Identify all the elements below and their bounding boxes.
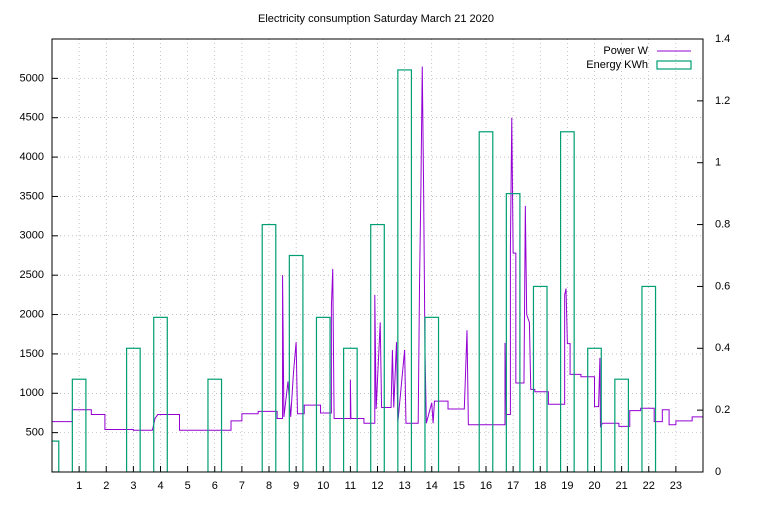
y-tick-label: 2000 xyxy=(20,308,44,320)
x-tick-label: 22 xyxy=(643,480,655,492)
y-tick-label: 3500 xyxy=(20,190,44,202)
energy-box xyxy=(315,316,331,472)
energy-box xyxy=(153,316,168,472)
y-tick-label: 5000 xyxy=(20,72,44,84)
x-tick-label: 13 xyxy=(399,480,411,492)
energy-box xyxy=(424,316,440,472)
x-tick-label: 20 xyxy=(588,480,600,492)
y-tick-label: 2500 xyxy=(20,269,44,281)
chart-title: Electricity consumption Saturday March 2… xyxy=(258,13,494,25)
legend-label: Energy KWh xyxy=(586,59,648,71)
plot-border xyxy=(51,38,704,473)
legend-swatch xyxy=(656,60,692,70)
energy-box xyxy=(261,223,277,472)
plot-area xyxy=(52,66,703,472)
energy-box xyxy=(478,131,494,472)
x-tick-label: 11 xyxy=(345,480,356,492)
y2-tick-label: 0 xyxy=(715,466,721,478)
y2-tick-label: 1.2 xyxy=(715,95,730,107)
y2-tick-label: 0.4 xyxy=(715,342,730,354)
power-line xyxy=(52,66,703,431)
energy-box xyxy=(397,69,413,472)
x-tick-label: 10 xyxy=(317,480,329,492)
x-tick-label: 5 xyxy=(185,480,191,492)
x-tick-label: 3 xyxy=(130,480,136,492)
x-tick-label: 17 xyxy=(507,480,519,492)
y2-tick-label: 0.8 xyxy=(715,218,730,230)
energy-box xyxy=(614,378,630,472)
x-tick-label: 9 xyxy=(293,480,299,492)
x-tick-label: 4 xyxy=(157,480,163,492)
x-tick-label: 8 xyxy=(266,480,272,492)
energy-box xyxy=(559,131,575,472)
x-tick-label: 1 xyxy=(76,480,82,492)
energy-box xyxy=(71,378,87,472)
y-tick-label: 4000 xyxy=(20,151,44,163)
energy-box xyxy=(288,254,304,472)
y-tick-label: 1500 xyxy=(20,348,44,360)
x-tick-label: 18 xyxy=(534,480,546,492)
x-tick-label: 23 xyxy=(670,480,682,492)
x-tick-label: 19 xyxy=(561,480,573,492)
y2-tick-label: 1.4 xyxy=(715,33,730,45)
x-tick-label: 21 xyxy=(616,480,628,492)
x-tick-label: 14 xyxy=(426,480,438,492)
legend-label: Power W xyxy=(603,45,648,57)
energy-box xyxy=(370,223,385,472)
energy-box xyxy=(505,193,521,472)
x-tick-label: 15 xyxy=(453,480,465,492)
x-tick-label: 16 xyxy=(480,480,492,492)
x-tick-label: 6 xyxy=(212,480,218,492)
y2-tick-label: 1 xyxy=(715,157,721,169)
x-tick-label: 7 xyxy=(239,480,245,492)
y2-tick-label: 0.6 xyxy=(715,280,730,292)
y2-tick-label: 0.2 xyxy=(715,404,730,416)
energy-box xyxy=(125,347,141,472)
y-tick-label: 500 xyxy=(26,427,44,439)
x-tick-label: 12 xyxy=(371,480,383,492)
x-tick-label: 2 xyxy=(103,480,109,492)
y-tick-label: 4500 xyxy=(20,112,44,124)
y-tick-label: 3000 xyxy=(20,230,44,242)
energy-box xyxy=(52,440,60,472)
energy-box xyxy=(207,378,223,472)
y-tick-label: 1000 xyxy=(20,387,44,399)
